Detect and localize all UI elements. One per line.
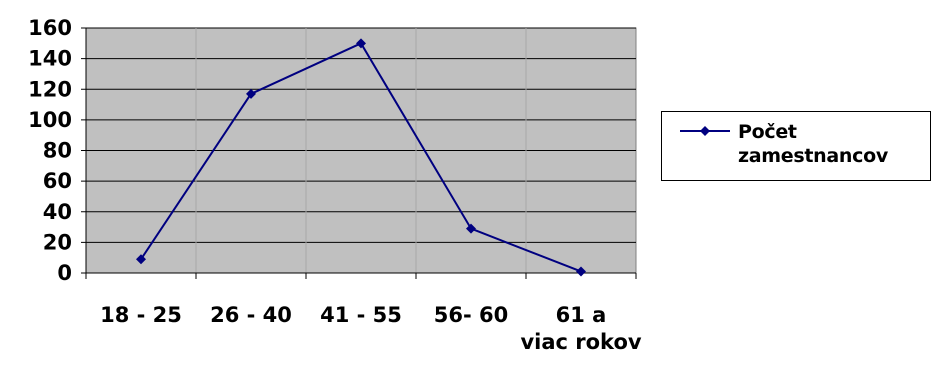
y-tick-label: 160 bbox=[28, 16, 72, 40]
x-tick-label: 18 - 25 bbox=[100, 303, 182, 327]
y-tick-label: 0 bbox=[57, 261, 72, 285]
legend: Počet zamestnancov bbox=[661, 111, 931, 181]
data-point-marker bbox=[466, 223, 476, 234]
y-tick-label: 60 bbox=[43, 169, 72, 193]
x-tick-label: viac rokov bbox=[520, 330, 641, 354]
y-tick-label: 80 bbox=[43, 139, 72, 163]
data-point-marker bbox=[356, 38, 366, 49]
x-tick-label: 56- 60 bbox=[434, 303, 508, 327]
legend-series-label: Počet zamestnancov bbox=[738, 121, 888, 167]
data-point-marker bbox=[576, 266, 586, 277]
series-line bbox=[136, 38, 586, 277]
legend-line-marker-icon bbox=[680, 126, 730, 136]
y-tick-label: 140 bbox=[28, 47, 72, 71]
x-axis-ticks: 18 - 25 26 - 40 41 - 55 56- 60 61 a viac roko… bbox=[85, 273, 642, 354]
data-point-marker bbox=[246, 88, 256, 99]
x-tick-label: 41 - 55 bbox=[320, 303, 402, 327]
y-tick-label: 20 bbox=[43, 230, 72, 254]
y-tick-label: 100 bbox=[28, 108, 72, 132]
y-axis-ticks: 0 20 40 60 80 100 120 140 160 bbox=[28, 16, 86, 285]
data-point-marker bbox=[136, 254, 146, 265]
x-tick-label: 61 a bbox=[556, 303, 607, 327]
y-tick-label: 120 bbox=[28, 77, 72, 101]
y-tick-label: 40 bbox=[43, 200, 72, 224]
x-tick-label: 26 - 40 bbox=[210, 303, 292, 327]
